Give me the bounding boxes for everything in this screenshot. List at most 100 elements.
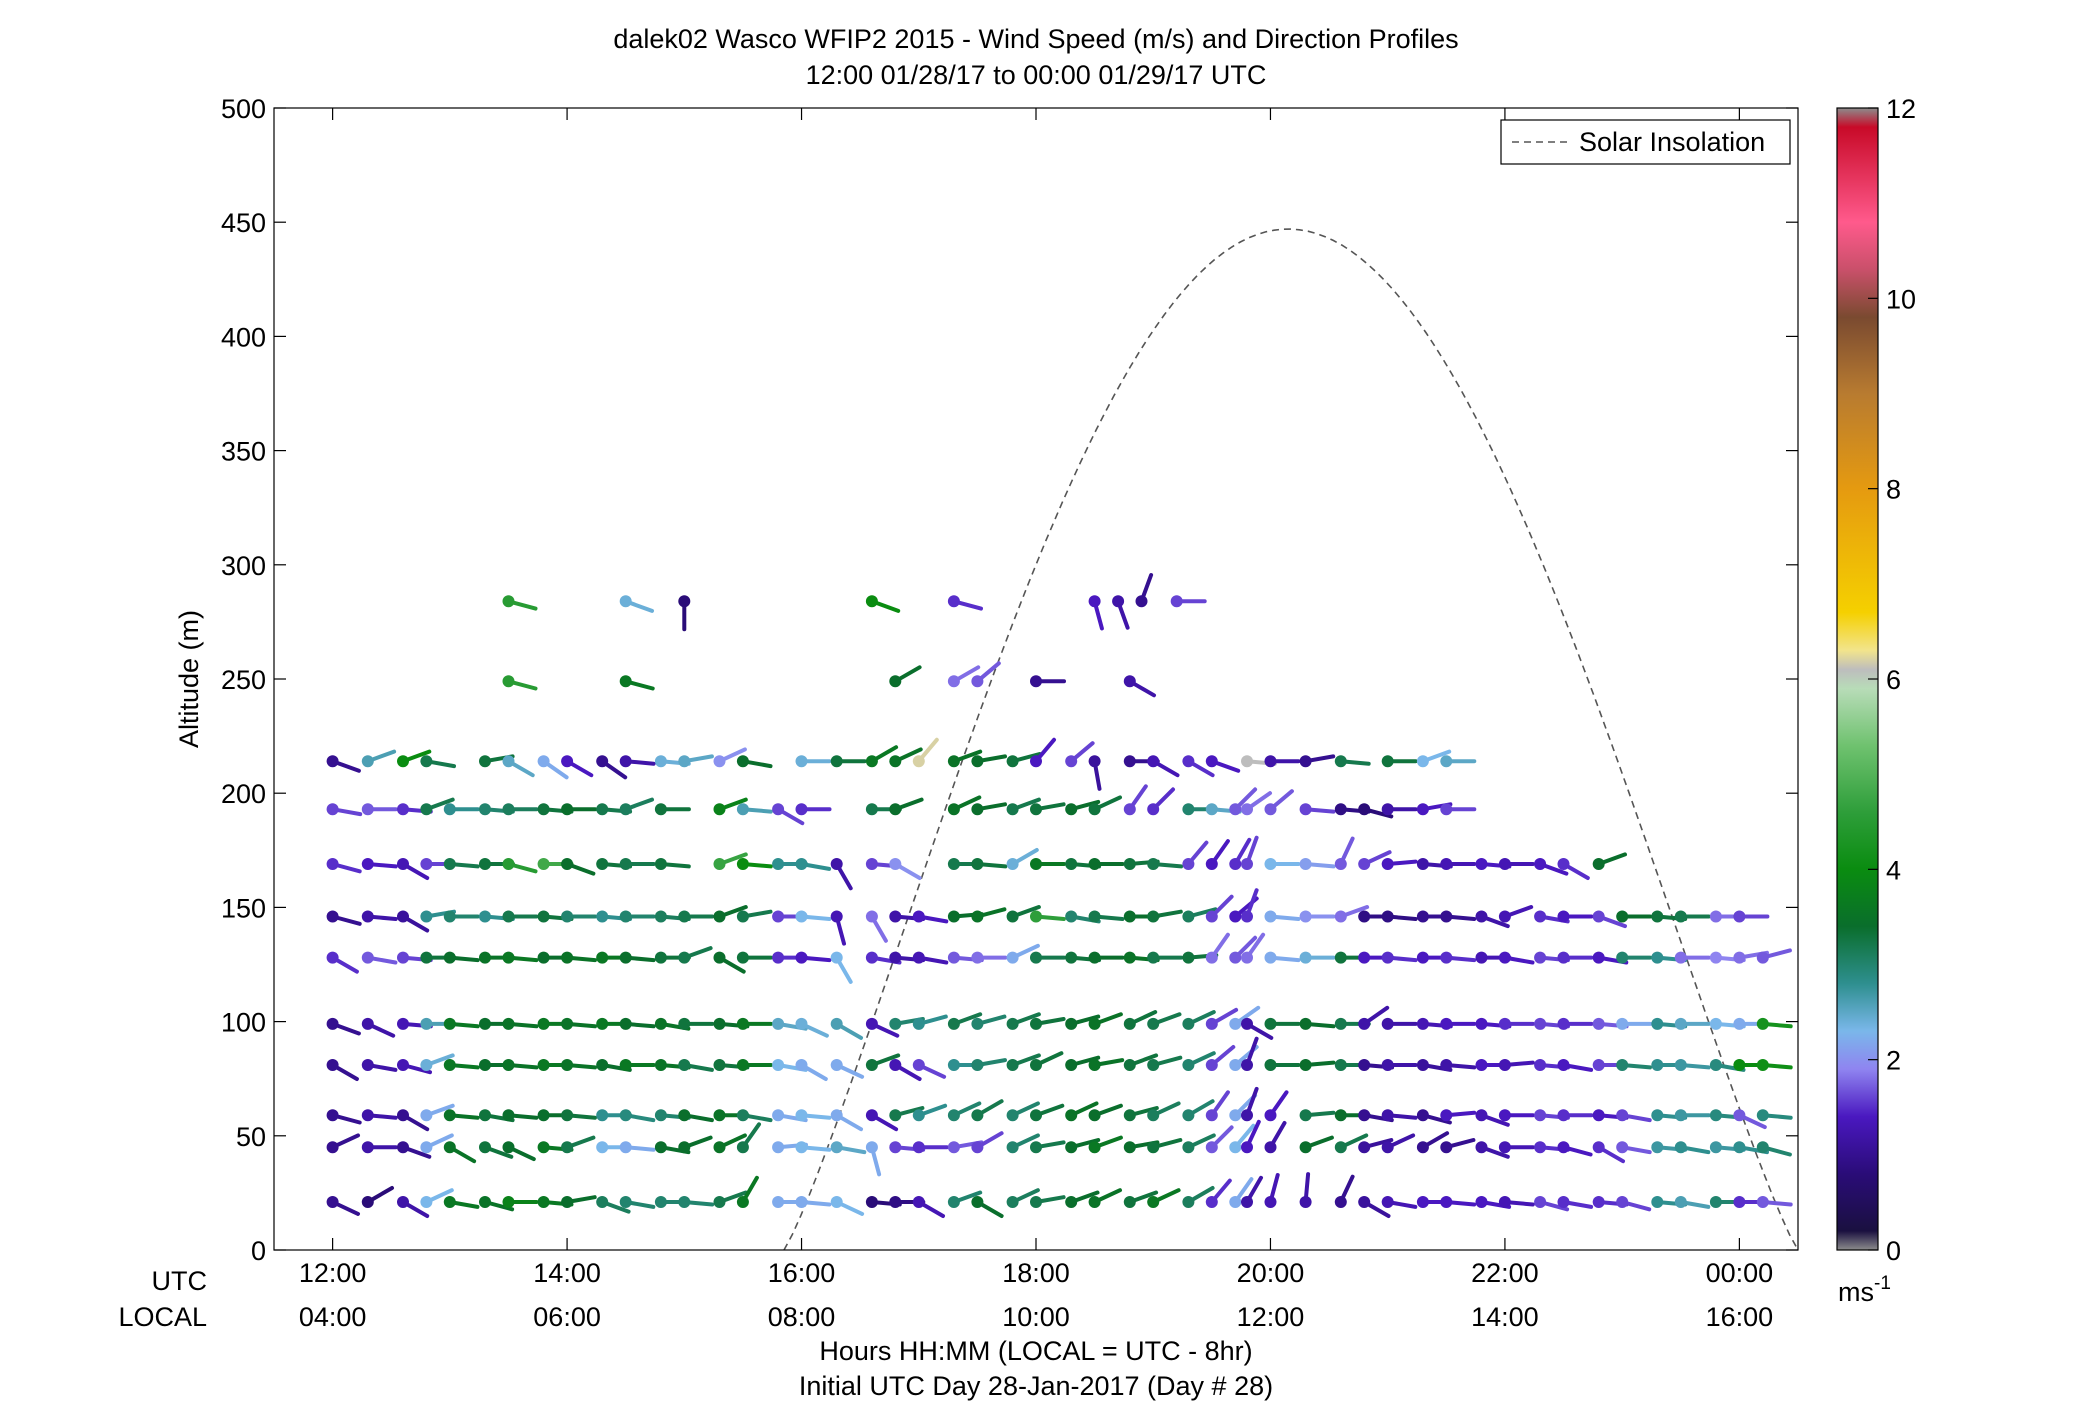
wind-barb-dot <box>947 1196 960 1208</box>
wind-barb-dot <box>502 1141 515 1154</box>
wind-barb-dot <box>1498 1017 1511 1030</box>
wind-barb-dot <box>326 1109 339 1122</box>
wind-barb-dot <box>1440 910 1453 923</box>
wind-barb-dot <box>443 1017 456 1030</box>
wind-barb-dot <box>1475 1196 1488 1208</box>
wind-barb-dot <box>1440 1059 1453 1071</box>
wind-barb-dot <box>1756 1196 1769 1208</box>
wind-barb-dot <box>1182 1141 1195 1154</box>
wind-barb-dot <box>1147 755 1160 768</box>
wind-barb-dot <box>772 1196 785 1208</box>
wind-barb-dot <box>865 858 878 870</box>
wind-barb-dot <box>1534 1196 1547 1208</box>
wind-barb-dot <box>443 910 456 923</box>
colorbar-tick-label: 12 <box>1886 94 1916 124</box>
wind-barb-dot <box>397 951 409 964</box>
wind-barb-dot <box>326 1196 339 1208</box>
wind-barb-dot <box>830 755 843 768</box>
wind-barb-dot <box>971 951 984 964</box>
wind-barb-dot <box>1592 858 1605 870</box>
wind-barb-dot <box>361 1109 374 1122</box>
wind-barb-dot <box>619 1141 632 1154</box>
wind-barb-dot <box>561 803 574 816</box>
wind-barb-dot <box>361 755 374 768</box>
wind-barb-dot <box>713 910 726 923</box>
wind-barb-dot <box>830 1059 843 1071</box>
y-tick-label: 100 <box>221 1008 266 1038</box>
wind-barb-dot <box>1592 1017 1605 1030</box>
wind-barb-dot <box>830 1196 843 1208</box>
wind-barb-dot <box>1756 1017 1769 1030</box>
wind-barb-dot <box>889 1141 902 1154</box>
wind-barb-dot <box>537 1059 550 1071</box>
x-tick-label-local: 08:00 <box>768 1302 836 1332</box>
wind-barb-dot <box>1123 1059 1136 1071</box>
wind-barb-dot <box>678 595 691 608</box>
wind-barb-dot <box>772 910 785 923</box>
wind-barb-dot <box>1205 951 1218 964</box>
wind-barb-dot <box>830 1141 843 1154</box>
wind-barb-dot <box>1065 1109 1078 1122</box>
legend-label: Solar Insolation <box>1579 127 1765 157</box>
wind-barb-dot <box>971 1059 984 1071</box>
wind-barb-dot <box>1416 858 1429 870</box>
wind-barb-dot <box>889 1109 902 1122</box>
wind-barb-dot <box>1651 1017 1664 1030</box>
wind-barb-dot <box>1674 1141 1687 1154</box>
wind-barb-dot <box>619 910 632 923</box>
wind-barb-dot <box>1651 1141 1664 1154</box>
wind-barb-dot <box>713 1017 726 1030</box>
wind-barb-dot <box>1241 1017 1253 1030</box>
wind-barb-dot <box>1123 1196 1136 1208</box>
wind-barb-dot <box>1592 1196 1605 1208</box>
wind-barb-dot <box>736 1059 749 1071</box>
wind-barb-dot <box>1381 1196 1394 1208</box>
wind-barb-dot <box>1651 1109 1664 1122</box>
wind-barb-dot <box>1334 1109 1347 1122</box>
wind-barb-dot <box>1088 1017 1101 1030</box>
wind-barb-dot <box>1264 858 1277 870</box>
wind-barb-dot <box>654 1059 667 1071</box>
wind-barb-dot <box>1030 1141 1042 1154</box>
wind-barb-dot <box>1065 803 1078 816</box>
wind-barb-dot <box>1264 1059 1277 1071</box>
wind-barb-dot <box>1416 1196 1429 1208</box>
wind-barb-dot <box>1498 1059 1511 1071</box>
wind-barb-dot <box>1006 755 1019 768</box>
wind-barb-dot <box>830 951 843 964</box>
y-tick-label: 200 <box>221 779 266 809</box>
wind-barb-dot <box>1065 1196 1078 1208</box>
y-tick-label: 350 <box>221 437 266 467</box>
wind-barb-dot <box>1334 803 1347 816</box>
wind-barb-dot <box>1123 858 1136 870</box>
wind-barb-dot <box>1440 951 1453 964</box>
wind-barb-dot <box>1334 858 1347 870</box>
wind-barb-dot <box>654 858 667 870</box>
wind-barb-dot <box>561 858 574 870</box>
wind-barb-dot <box>1475 858 1488 870</box>
wind-barb-dot <box>443 1109 456 1122</box>
wind-barb-dot <box>1416 1141 1429 1154</box>
wind-barb-dot <box>1241 910 1253 923</box>
wind-barb-dot <box>1299 1141 1312 1154</box>
wind-barb-dot <box>772 1109 785 1122</box>
wind-barb-dot <box>912 1017 925 1030</box>
wind-barb-dot <box>561 755 574 768</box>
wind-barb-dot <box>1182 1059 1195 1071</box>
wind-barb-dot <box>1088 803 1101 816</box>
wind-barb-dot <box>502 910 515 923</box>
wind-barb-dot <box>736 858 749 870</box>
wind-barb-dot <box>1030 951 1042 964</box>
wind-barb-dot <box>420 858 433 870</box>
wind-barb-dot <box>1170 595 1183 608</box>
wind-barb-dot <box>1381 1017 1394 1030</box>
wind-barb-dot <box>561 1141 574 1154</box>
wind-barb-dot <box>1358 951 1371 964</box>
wind-barb-dot <box>1229 1017 1242 1030</box>
wind-barb-dot <box>772 1141 785 1154</box>
wind-barb-dot <box>619 951 632 964</box>
wind-barb-dot <box>971 755 984 768</box>
wind-barb-dot <box>713 1196 726 1208</box>
wind-barb-dot <box>865 1059 878 1071</box>
wind-barb-dot <box>443 951 456 964</box>
